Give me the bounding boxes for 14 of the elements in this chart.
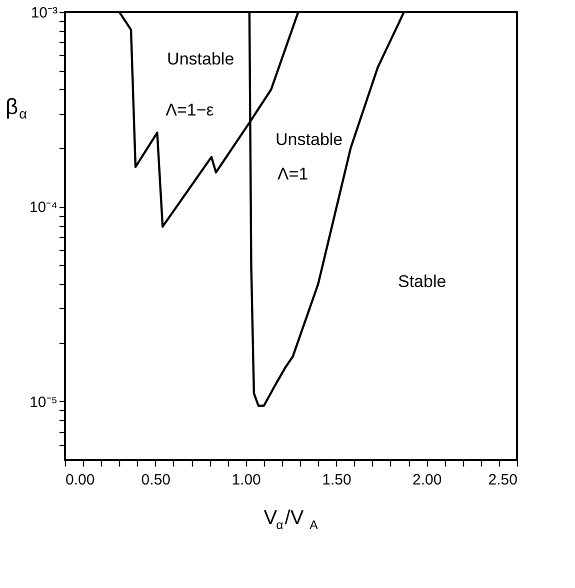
x-tick-label: 1.00 [232, 472, 261, 488]
x-tick-label: 2.00 [412, 472, 442, 488]
annotation: Unstable [276, 130, 343, 150]
x-tick-label: 2.50 [488, 472, 518, 488]
annotation: Λ=1−ε [166, 100, 214, 120]
x-tick-label: 1.50 [322, 472, 352, 488]
y-tick-label: 10⁻⁴ [29, 199, 58, 216]
x-tick-label: 0.00 [66, 472, 95, 488]
y-tick-label: 10⁻³ [30, 4, 58, 22]
x-tick-label: 0.50 [141, 472, 170, 488]
annotation: Unstable [167, 49, 234, 68]
annotation: Stable [398, 272, 446, 292]
annotation: Λ=1 [277, 164, 308, 184]
y-tick-label: 10⁻⁵ [30, 394, 58, 411]
